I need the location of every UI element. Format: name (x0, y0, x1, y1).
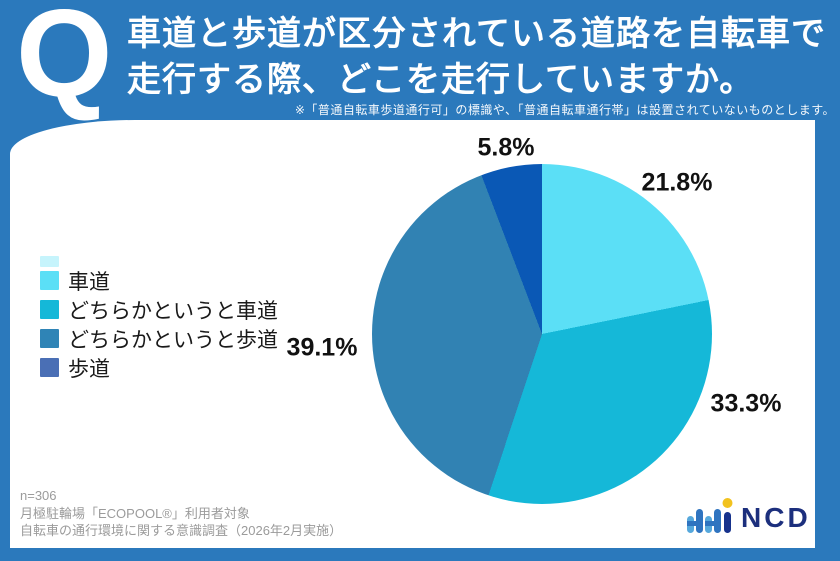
ncd-logo-text: NCD (741, 502, 811, 533)
pie-label-shadou: 21.8% (641, 168, 713, 197)
legend-label: どちらかというと歩道 (68, 328, 278, 352)
legend-item: どちらかというと歩道 (40, 328, 278, 352)
source-line-2: 自転車の通行環境に関する意識調査（2026年2月実施） (20, 523, 343, 538)
legend-label: 歩道 (68, 357, 110, 381)
legend-swatch-hodou (40, 358, 59, 377)
sample-size: n=306 (20, 488, 57, 503)
question-title-line2: 走行する際、どこを走行していますか。 (127, 61, 755, 99)
question-note: ※「普通自転車歩道通行可」の標識や、「普通自転車通行帯」は設置されていないものと… (294, 103, 835, 117)
pie-label-dochiraka-shadou: 33.3% (710, 389, 782, 418)
legend-swatch-dochiraka-shadou (40, 300, 59, 319)
legend-item: 車道 (40, 270, 278, 294)
question-title: 車道と歩道が区分されている道路を自転車で 走行する際、どこを走行していますか。 (127, 11, 826, 103)
legend-label: 車道 (68, 270, 110, 294)
legend-swatch-dochiraka-hodou (40, 329, 59, 348)
legend-item: 歩道 (40, 357, 278, 381)
question-title-line1: 車道と歩道が区分されている道路を自転車で (127, 15, 826, 53)
ncd-logo: NCD (687, 496, 811, 536)
legend-label: どちらかというと車道 (68, 299, 278, 323)
legend-swatch-shadou (40, 271, 59, 290)
legend: 車道 どちらかというと車道 どちらかというと歩道 歩道 (40, 270, 278, 381)
pie-chart (372, 164, 712, 504)
ncd-mark-icon (687, 498, 733, 533)
legend-item: どちらかというと車道 (40, 299, 278, 323)
pie-label-hodou: 5.8% (477, 133, 535, 162)
source-line-1: 月極駐輪場「ECOPOOL®」利用者対象 (20, 505, 250, 521)
pie-label-dochiraka-hodou: 39.1% (286, 333, 358, 362)
q-badge: Q (16, 0, 113, 123)
legend-ghost-swatch (40, 256, 59, 267)
survey-source: n=306 月極駐輪場「ECOPOOL®」利用者対象 自転車の通行環境に関する意… (20, 487, 342, 540)
